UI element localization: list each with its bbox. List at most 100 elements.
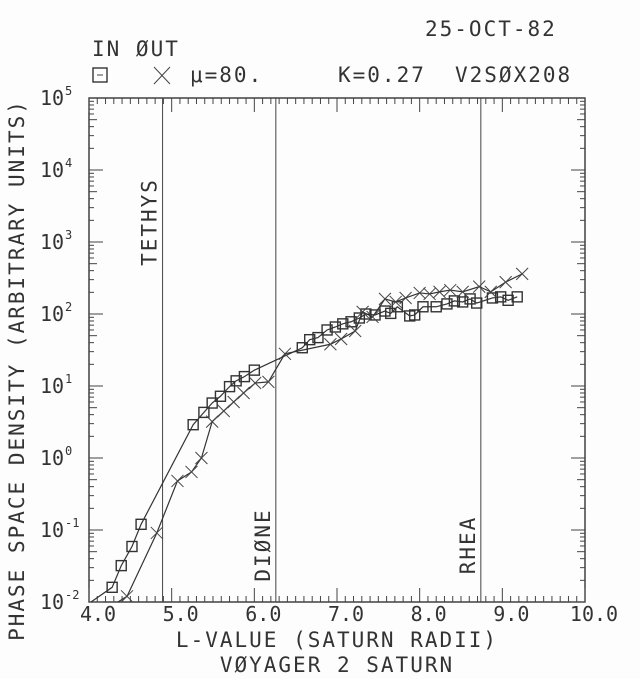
x-marker-stroke xyxy=(413,286,427,300)
data-point-in-square xyxy=(230,375,242,387)
data-point-in-square xyxy=(304,333,316,346)
data-point-in-square xyxy=(511,291,523,303)
data-point-in-square xyxy=(223,380,236,393)
x-tick-label: 10.0 xyxy=(570,602,618,626)
x-marker-stroke xyxy=(278,347,292,361)
k-label: K=0.27 xyxy=(338,63,426,87)
x-marker-stroke xyxy=(324,337,337,351)
data-point-out-x xyxy=(515,267,529,281)
date-label: 25-OCT-82 xyxy=(425,17,557,41)
data-point-in-square xyxy=(248,364,261,376)
data-point-out-x xyxy=(150,526,164,540)
x-marker-stroke xyxy=(205,415,219,428)
reference-label-tethys: TETHYS xyxy=(138,178,162,266)
y-tick-exponent: -2 xyxy=(65,588,79,602)
plot-frame xyxy=(88,97,586,603)
y-tick-exponent: 5 xyxy=(65,84,72,98)
data-point-in-square xyxy=(456,296,469,308)
x-marker-stroke xyxy=(378,292,392,306)
data-point-in-square xyxy=(417,301,429,313)
data-point-in-square xyxy=(337,318,349,330)
y-tick-label: 10 xyxy=(40,158,64,182)
data-point-in-square xyxy=(409,309,421,321)
y-tick-label: 10 xyxy=(40,86,64,110)
x-marker-stroke xyxy=(237,386,250,400)
legend-out-marker-x-icon xyxy=(153,66,171,85)
x-marker-stroke xyxy=(171,474,184,488)
x-marker-stroke xyxy=(248,376,262,390)
data-point-out-x xyxy=(217,404,231,418)
x-marker-stroke xyxy=(456,285,470,299)
y-tick-label: 10 xyxy=(40,446,64,470)
x-marker-stroke xyxy=(399,291,412,305)
x-tick-label: 5.0 xyxy=(163,602,199,626)
data-point-in-square xyxy=(198,406,210,419)
data-point-in-square xyxy=(126,540,138,553)
data-point-out-x xyxy=(171,474,184,488)
data-point-out-x xyxy=(334,332,348,346)
data-point-out-x xyxy=(413,286,427,300)
data-point-in-square xyxy=(206,397,218,409)
data-point-in-square xyxy=(385,307,397,320)
data-point-in-square xyxy=(430,301,442,313)
x-marker-stroke xyxy=(356,305,369,319)
mu-label: μ=80. xyxy=(190,63,263,87)
x-axis-title: L-VALUE (SATURN RADII) xyxy=(176,628,498,652)
data-point-out-x xyxy=(378,292,392,306)
y-tick-label: 10 xyxy=(40,374,64,398)
y-tick-exponent: -1 xyxy=(65,516,79,530)
reference-label-rhea: RHEA xyxy=(456,516,480,575)
x-marker-stroke xyxy=(227,395,241,409)
x-marker-stroke xyxy=(423,287,436,301)
dataset-label: V2SØX208 xyxy=(455,63,572,87)
data-point-in-square xyxy=(448,295,461,307)
y-tick-exponent: 0 xyxy=(65,444,72,458)
legend-in-marker-square-icon xyxy=(92,67,108,83)
data-point-out-x xyxy=(356,305,369,319)
data-series xyxy=(90,267,529,603)
data-point-out-x xyxy=(120,589,134,603)
y-tick-label: 10 xyxy=(40,518,64,542)
y-tick-label: 10 xyxy=(40,590,64,614)
data-point-in-square xyxy=(214,390,227,402)
data-point-out-x xyxy=(499,275,512,289)
legend-title: IN ØUT xyxy=(92,37,180,61)
data-point-in-square xyxy=(502,294,514,306)
x-tick-label: 4.0 xyxy=(80,602,116,626)
data-point-in-square xyxy=(115,559,127,572)
x-marker-stroke xyxy=(472,280,486,293)
y-axis-title: PHASE SPACE DENSITY (ARBITRARY UNITS) xyxy=(5,99,29,641)
data-point-out-x xyxy=(399,291,412,305)
data-point-in-square xyxy=(441,298,453,310)
x-marker-stroke xyxy=(262,375,275,389)
data-point-out-x xyxy=(248,376,262,390)
data-point-in-square xyxy=(312,331,324,344)
data-point-in-square xyxy=(379,305,391,317)
y-tick-exponent: 2 xyxy=(65,300,72,314)
data-point-out-x xyxy=(433,285,446,299)
y-tick-exponent: 3 xyxy=(65,228,72,242)
data-point-in-square xyxy=(471,297,483,309)
data-point-out-x xyxy=(262,375,275,389)
series-in xyxy=(90,291,523,603)
axis-ticks xyxy=(88,98,586,603)
data-point-out-x xyxy=(389,295,403,309)
y-tick-label: 10 xyxy=(40,230,64,254)
data-point-out-x xyxy=(443,283,457,297)
data-point-in-square xyxy=(106,581,118,594)
x-marker-stroke xyxy=(499,275,512,289)
y-tick-label: 10 xyxy=(40,302,64,326)
data-point-out-x xyxy=(484,285,498,299)
data-point-out-x xyxy=(348,324,362,338)
x-marker-stroke xyxy=(348,324,362,338)
x-tick-labels: 4.0 5.0 6.0 7.0 8.0 9.0 10.0 xyxy=(80,602,618,626)
x-tick-label: 8.0 xyxy=(411,602,447,626)
x-marker-stroke xyxy=(217,404,231,418)
x-marker-stroke xyxy=(484,285,498,299)
data-point-out-x xyxy=(227,395,241,409)
data-point-in-square xyxy=(329,321,342,333)
x-marker-stroke xyxy=(443,283,457,297)
x-tick-label: 7.0 xyxy=(328,602,364,626)
x-marker-stroke xyxy=(389,295,403,309)
